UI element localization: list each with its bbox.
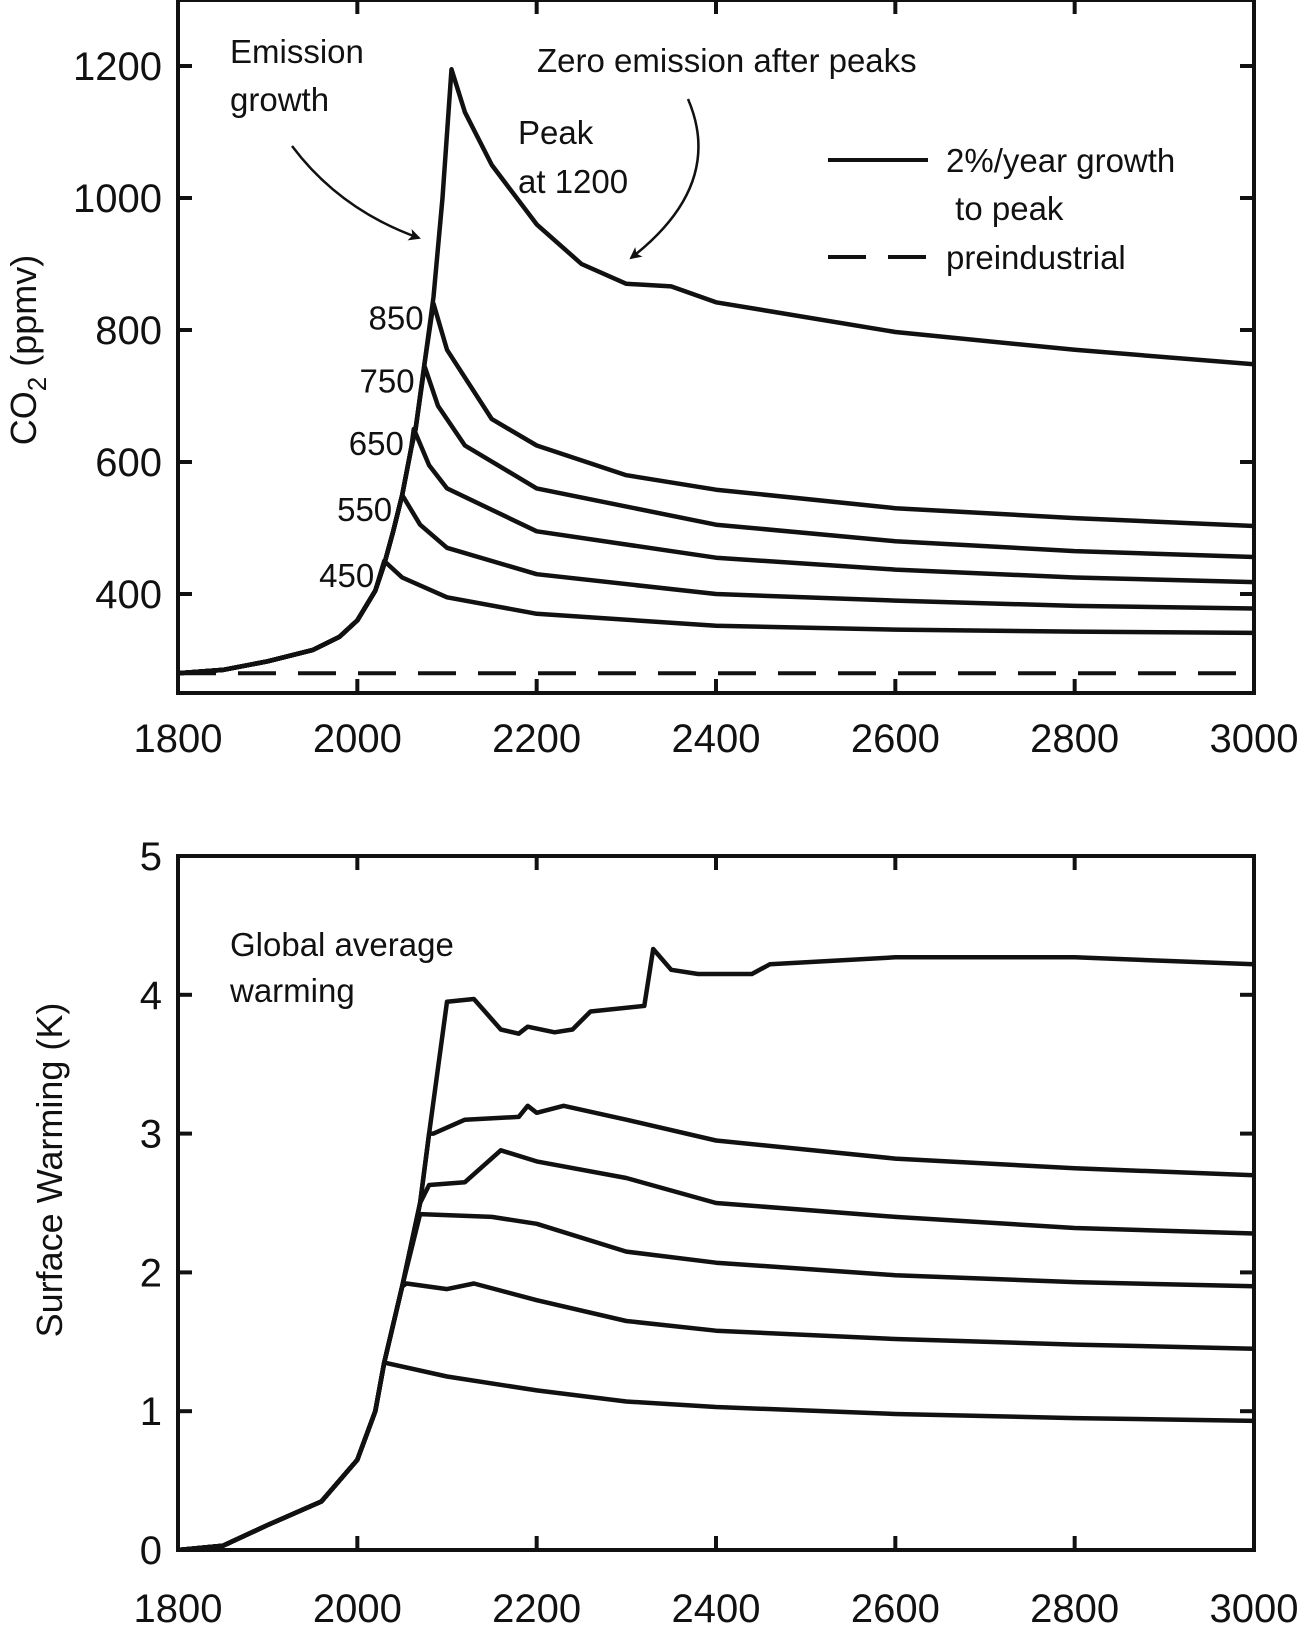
co2-series-line-5: [178, 301, 1254, 676]
x-tick-label: 1800: [134, 1587, 223, 1631]
peak-label-450: 450: [319, 557, 374, 594]
y-tick-label: 600: [95, 441, 162, 485]
zero-emission-arrow: [629, 98, 700, 260]
x-tick-label: 2600: [851, 717, 940, 761]
y-tick-label: 800: [95, 309, 162, 353]
y-tick-label: 5: [140, 835, 162, 879]
annotation-emission-growth-2: growth: [230, 81, 329, 118]
x-tick-label: 1800: [134, 717, 223, 761]
x-tick-label: 2200: [492, 1587, 581, 1631]
x-tick-label: 2800: [1030, 1587, 1119, 1631]
y-tick-label: 400: [95, 573, 162, 617]
y-tick-label: 1200: [73, 45, 162, 89]
peak-label-550: 550: [337, 491, 392, 528]
legend-dashed-label: preindustrial: [946, 239, 1126, 276]
legend-solid-label-1: 2%/year growth: [946, 142, 1175, 179]
x-tick-label: 2000: [313, 1587, 402, 1631]
annotation-emission-growth-1: Emission: [230, 33, 364, 70]
y-tick-label: 1: [140, 1390, 162, 1434]
annotation-peak-1: Peak: [518, 114, 594, 151]
co2-plot-frame: [176, 0, 1256, 695]
x-tick-label: 2400: [672, 1587, 761, 1631]
annotation-global-average-1: Global average: [230, 926, 454, 963]
co2-y-axis-label: CO2 (ppmv): [3, 255, 52, 445]
x-tick-label: 2600: [851, 1587, 940, 1631]
warming-plot-frame: [176, 854, 1256, 1552]
warming-series-line-4: [178, 1148, 1254, 1550]
x-tick-label: 2000: [313, 717, 402, 761]
peak-label-750: 750: [360, 362, 415, 399]
y-tick-label: 3: [140, 1113, 162, 1157]
x-tick-label: 2800: [1030, 717, 1119, 761]
annotation-zero-emission: Zero emission after peaks: [537, 42, 917, 79]
y-tick-label: 2: [140, 1251, 162, 1295]
x-tick-label: 3000: [1210, 1587, 1299, 1631]
annotation-peak-2: at 1200: [518, 163, 628, 200]
peak-label-650: 650: [349, 425, 404, 462]
y-tick-label: 1000: [73, 177, 162, 221]
x-tick-label: 3000: [1210, 717, 1299, 761]
warming-series-line-1: [178, 1360, 1254, 1550]
warming-y-axis-label: Surface Warming (K): [29, 1003, 70, 1338]
warming-series-line-3: [178, 1211, 1254, 1550]
x-tick-label: 2200: [492, 717, 581, 761]
y-tick-label: 4: [140, 974, 162, 1018]
x-tick-label: 2400: [672, 717, 761, 761]
warming-panel: Surface Warming (K) Global average warmi…: [29, 835, 1298, 1631]
peak-label-850: 850: [368, 300, 423, 337]
annotation-global-average-2: warming: [229, 972, 355, 1009]
co2-panel: CO2 (ppmv) Emission growth Zero emission…: [3, 0, 1298, 761]
legend-solid-label-2: to peak: [946, 190, 1064, 227]
co2-series-line-6: [178, 67, 1254, 676]
y-tick-label: 0: [140, 1529, 162, 1573]
warming-series-line-6: [178, 946, 1254, 1550]
emission-growth-arrow: [291, 145, 421, 241]
